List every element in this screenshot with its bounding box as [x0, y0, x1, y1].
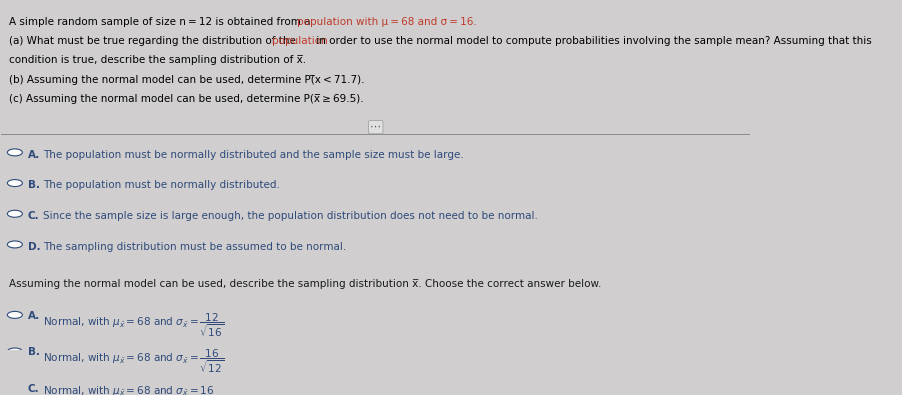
- Text: B.: B.: [28, 347, 40, 357]
- Text: Normal, with $\mu_{\bar{x}}=68$ and $\sigma_{\bar{x}}=\dfrac{16}{\sqrt{12}}$: Normal, with $\mu_{\bar{x}}=68$ and $\si…: [42, 347, 224, 375]
- Circle shape: [7, 180, 23, 186]
- Text: Assuming the normal model can be used, describe the sampling distribution x̅. Ch: Assuming the normal model can be used, d…: [9, 279, 602, 289]
- Circle shape: [7, 210, 23, 217]
- Text: population with μ = 68 and σ = 16.: population with μ = 68 and σ = 16.: [297, 17, 477, 27]
- Circle shape: [7, 311, 23, 318]
- Text: condition is true, describe the sampling distribution of x̅.: condition is true, describe the sampling…: [9, 55, 306, 66]
- Text: in order to use the normal model to compute probabilities involving the sample m: in order to use the normal model to comp…: [313, 36, 871, 46]
- Text: B.: B.: [28, 180, 40, 190]
- Text: The population must be normally distributed and the sample size must be large.: The population must be normally distribu…: [42, 150, 464, 160]
- Circle shape: [7, 149, 23, 156]
- Text: population: population: [272, 36, 328, 46]
- Text: D.: D.: [28, 242, 41, 252]
- Text: (b) Assuming the normal model can be used, determine P(̅x < 71.7).: (b) Assuming the normal model can be use…: [9, 75, 364, 85]
- Text: Normal, with $\mu_{\bar{x}}=68$ and $\sigma_{\bar{x}}=16$: Normal, with $\mu_{\bar{x}}=68$ and $\si…: [42, 384, 214, 395]
- Text: (a) What must be true regarding the distribution of the: (a) What must be true regarding the dist…: [9, 36, 299, 46]
- Text: A.: A.: [28, 311, 40, 321]
- Circle shape: [7, 241, 23, 248]
- Text: ⋯: ⋯: [370, 122, 382, 132]
- Text: A simple random sample of size n = 12 is obtained from a: A simple random sample of size n = 12 is…: [9, 17, 314, 27]
- Text: Normal, with $\mu_{\bar{x}}=68$ and $\sigma_{\bar{x}}=\dfrac{12}{\sqrt{16}}$: Normal, with $\mu_{\bar{x}}=68$ and $\si…: [42, 311, 224, 339]
- Text: The sampling distribution must be assumed to be normal.: The sampling distribution must be assume…: [42, 242, 345, 252]
- Text: The population must be normally distributed.: The population must be normally distribu…: [42, 180, 280, 190]
- Text: A.: A.: [28, 150, 40, 160]
- Text: Since the sample size is large enough, the population distribution does not need: Since the sample size is large enough, t…: [42, 211, 538, 221]
- Text: C.: C.: [28, 211, 39, 221]
- Text: C.: C.: [28, 384, 39, 394]
- Text: (c) Assuming the normal model can be used, determine P(x̅ ≥ 69.5).: (c) Assuming the normal model can be use…: [9, 94, 364, 104]
- Circle shape: [7, 385, 23, 391]
- Circle shape: [7, 348, 23, 355]
